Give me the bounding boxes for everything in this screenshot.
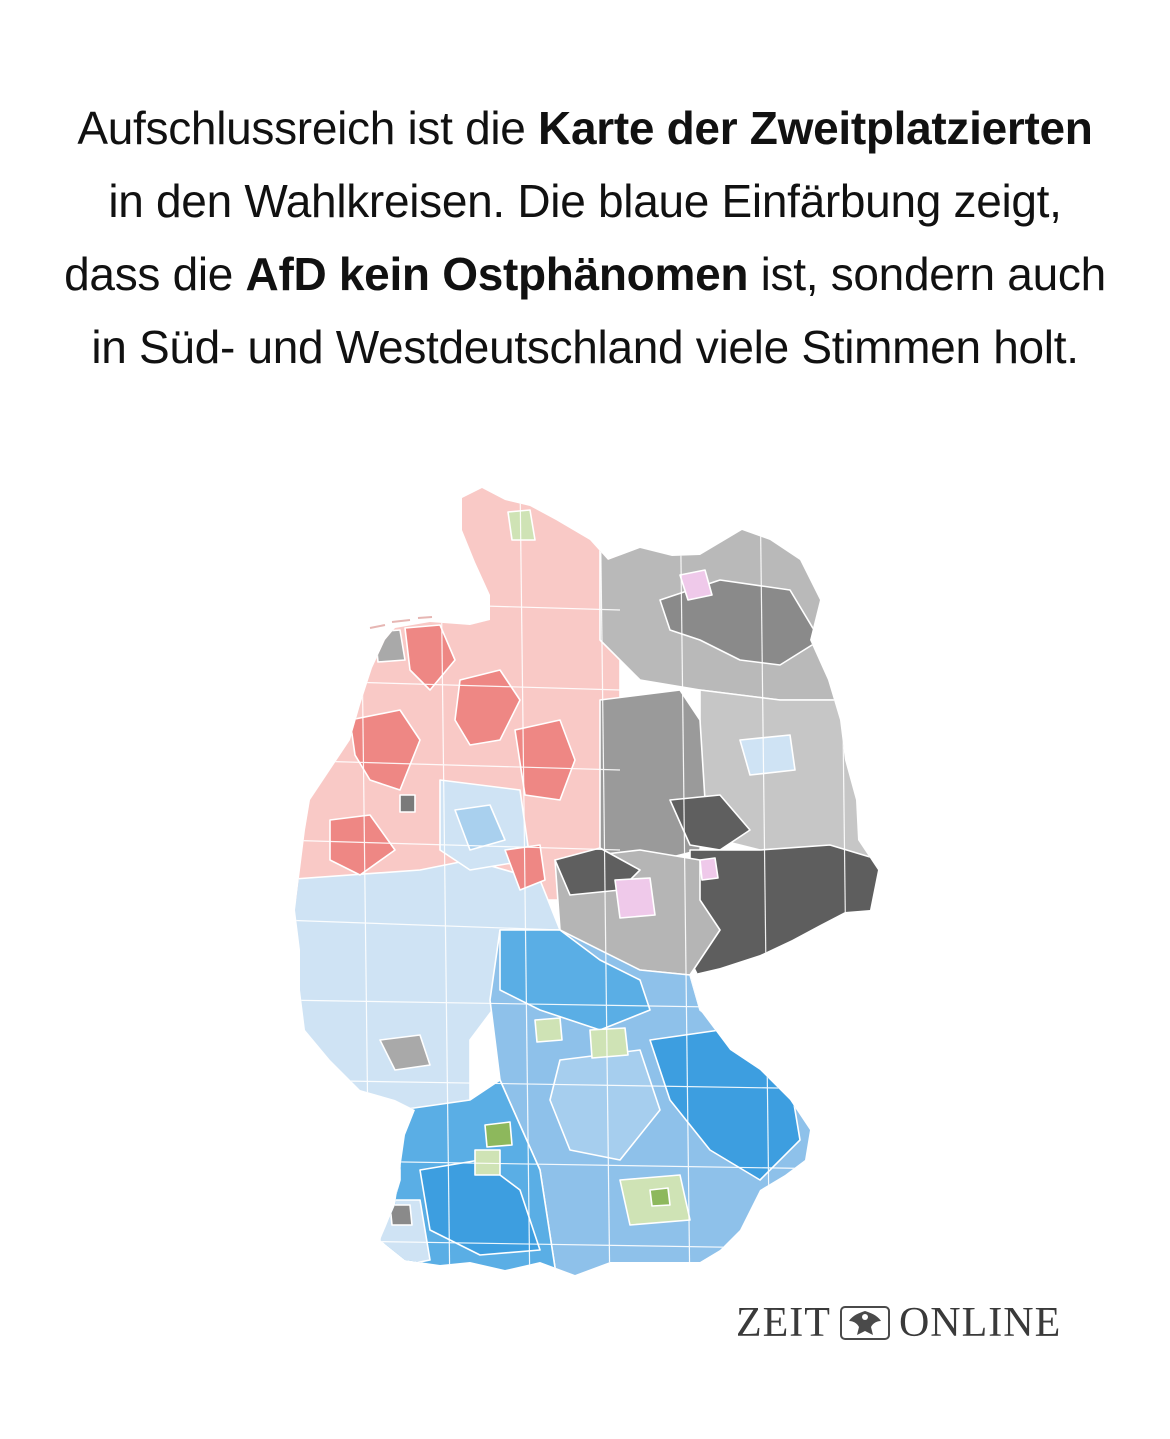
region-berlin (739, 734, 796, 776)
logo-text-left: ZEIT (736, 1300, 831, 1346)
region-koeln (329, 814, 396, 876)
zeit-online-logo: ZEIT ONLINE (736, 1296, 1086, 1350)
region-bayern-mid (549, 1049, 661, 1161)
region-grey-west-1 (379, 1034, 431, 1071)
germany-map (295, 488, 878, 1275)
headline-part-1: Aufschlussreich ist die (77, 102, 539, 154)
headline: Aufschlussreich ist die Karte der Zweit­… (60, 92, 1110, 384)
region-wuerzburg (534, 1017, 563, 1043)
region-emsland (374, 629, 406, 663)
region-rostock (679, 569, 713, 601)
north-sea-islands (369, 616, 433, 629)
headline-bold-2: AfD kein Ost­phänomen (245, 248, 749, 300)
region-stuttgart (484, 1121, 513, 1148)
region-freiburg-area (474, 1149, 501, 1176)
region-kiel (507, 509, 536, 541)
region-sachsen-anhalt-dark (669, 794, 751, 851)
region-bremen-area (454, 669, 521, 746)
headline-part-2: in den Wahlkreisen. Die blaue Einfärbung… (64, 175, 1062, 300)
headline-part-3: ist, sondern auch in Süd- und Westdeutsc… (91, 248, 1106, 373)
region-nuernberg (589, 1027, 629, 1059)
region-mecklenburg-dark (659, 579, 821, 666)
region-grey-nrw (399, 794, 416, 813)
region-grey-sw (389, 1204, 413, 1226)
region-leipzig (699, 857, 719, 881)
region-ruhr (349, 709, 421, 791)
eagle-crest-icon (839, 1306, 890, 1340)
region-erfurt (614, 877, 656, 919)
region-muenchen-dark (649, 1187, 671, 1207)
region-hessen-lightblue (454, 804, 506, 851)
headline-bold-1: Karte der Zweit­platzierten (538, 102, 1093, 154)
logo-text-right: ONLINE (898, 1300, 1062, 1346)
